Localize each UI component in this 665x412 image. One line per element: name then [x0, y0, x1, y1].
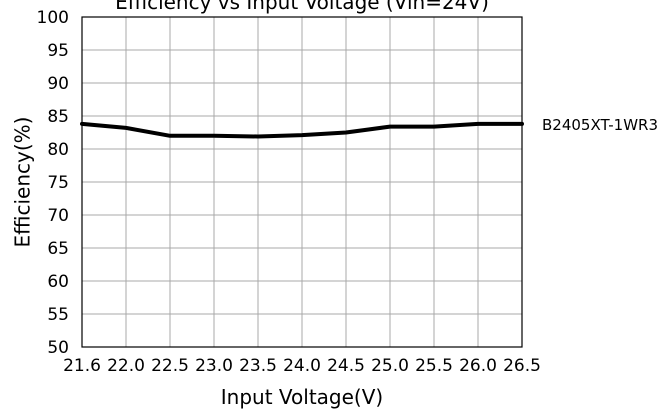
x-tick-label: 22.5: [151, 356, 189, 376]
y-tick-label: 70: [47, 206, 69, 226]
chart-title: Efficiency vs Input Voltage (Vin=24V): [115, 0, 489, 14]
series-layer: B2405XT-1WR3: [80, 116, 658, 139]
x-tick-label: 22.0: [107, 356, 145, 376]
y-tick-label: 60: [47, 272, 69, 292]
x-tick-labels: 21.6 22.0 22.5 23.0 23.5 24.0 24.5 25.0 25.5 26.0…: [63, 356, 541, 376]
x-axis-title: Input Voltage(V): [221, 385, 383, 409]
y-tick-label: 55: [47, 305, 69, 325]
y-axis-title: Efficiency(%): [11, 117, 35, 248]
x-tick-label: 24.5: [327, 356, 365, 376]
x-tick-label: 24.0: [283, 356, 321, 376]
series-label: B2405XT-1WR3: [542, 116, 658, 134]
y-tick-label: 100: [37, 8, 69, 28]
x-tick-label: 23.0: [195, 356, 233, 376]
y-tick-labels: 50 55 60 65 70 75 80 85 90 95 100: [37, 8, 69, 358]
x-tick-label: 25.5: [415, 356, 453, 376]
y-tick-label: 90: [47, 74, 69, 94]
x-tick-label: 25.0: [371, 356, 409, 376]
x-tick-label: 23.5: [239, 356, 277, 376]
series-line: [80, 121, 524, 139]
x-tick-label: 21.6: [63, 356, 101, 376]
y-tick-label: 95: [47, 41, 69, 61]
grid-layer: [81, 16, 523, 348]
y-tick-label: 50: [47, 338, 69, 358]
y-tick-label: 75: [47, 173, 69, 193]
x-tick-label: 26.5: [503, 356, 541, 376]
plot-frame: [81, 16, 523, 348]
y-tick-label: 85: [47, 107, 69, 127]
y-tick-label: 65: [47, 239, 69, 259]
y-tick-label: 80: [47, 140, 69, 160]
x-tick-label: 26.0: [459, 356, 497, 376]
